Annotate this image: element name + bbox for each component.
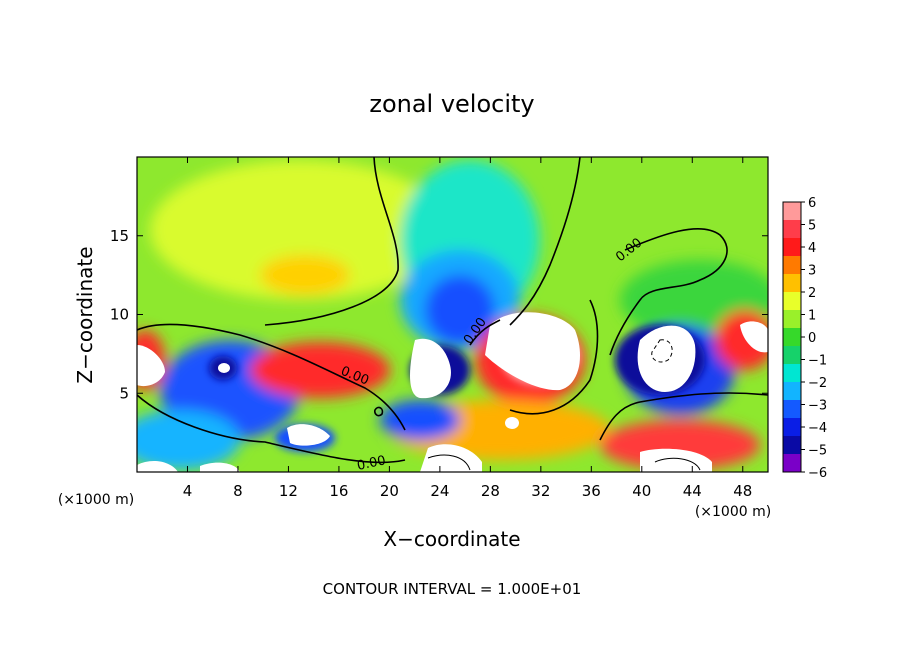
y-tick-label: 5 bbox=[119, 384, 129, 402]
colorbar-tick-label: −2 bbox=[808, 376, 827, 391]
x-tick-label: 28 bbox=[481, 482, 500, 500]
y-axis: 5 10 15 bbox=[110, 227, 768, 402]
colorbar-tick-label: 6 bbox=[808, 196, 816, 211]
colorbar-tick-label: 5 bbox=[808, 219, 816, 234]
x-tick-label: 12 bbox=[279, 482, 298, 500]
colorbar: 6 5 4 3 2 1 0 −1 −2 −3 −4 −5 −6 bbox=[782, 196, 827, 481]
zero-contours bbox=[137, 157, 768, 464]
colorbar-swatch bbox=[783, 256, 801, 275]
x-tick-label: 40 bbox=[632, 482, 651, 500]
inner-contours bbox=[427, 339, 701, 471]
contour-interval-note: CONTOUR INTERVAL = 1.000E+01 bbox=[323, 580, 582, 598]
colorbar-tick-label: −4 bbox=[808, 421, 827, 436]
x-unit-label-right: (×1000 m) bbox=[695, 504, 771, 520]
colorbar-swatch bbox=[783, 436, 801, 455]
colorbar-tick-label: −5 bbox=[808, 444, 827, 459]
colorbar-tick-label: 4 bbox=[808, 241, 816, 256]
x-tick-label: 32 bbox=[531, 482, 550, 500]
colorbar-tick-label: −1 bbox=[808, 354, 827, 369]
contour-label-4: 0.00 bbox=[356, 453, 387, 474]
colorbar-swatch bbox=[783, 364, 801, 383]
colorbar-swatch bbox=[783, 238, 801, 257]
saturated-regions bbox=[137, 312, 768, 472]
y-axis-label: Z−coordinate bbox=[73, 246, 97, 383]
colorbar-swatch bbox=[783, 418, 801, 437]
x-tick-label: 20 bbox=[380, 482, 399, 500]
x-tick-label: 16 bbox=[329, 482, 348, 500]
colorbar-swatch bbox=[783, 346, 801, 365]
colorbar-tick-label: −3 bbox=[808, 399, 827, 414]
colorbar-tick-label: 3 bbox=[808, 264, 816, 279]
colorbar-swatch bbox=[783, 292, 801, 311]
x-tick-label: 8 bbox=[233, 482, 243, 500]
colorbar-swatch bbox=[783, 310, 801, 329]
x-tick-label: 24 bbox=[430, 482, 449, 500]
colorbar-tick-label: 0 bbox=[808, 331, 816, 346]
x-tick-label: 36 bbox=[582, 482, 601, 500]
chart-title: zonal velocity bbox=[369, 90, 534, 118]
x-axis: 4 8 12 16 20 24 28 32 36 40 44 48 bbox=[183, 157, 752, 500]
colorbar-swatch bbox=[783, 328, 801, 347]
colorbar-swatch bbox=[783, 400, 801, 419]
colorbar-tick-label: 2 bbox=[808, 286, 816, 301]
x-unit-label-left: (×1000 m) bbox=[58, 492, 134, 508]
colorbar-swatch bbox=[783, 454, 801, 473]
colorbar-swatch bbox=[783, 274, 801, 293]
colorbar-tick-label: 1 bbox=[808, 309, 816, 324]
x-tick-label: 4 bbox=[183, 482, 193, 500]
x-tick-label: 48 bbox=[733, 482, 752, 500]
color-field bbox=[137, 160, 768, 470]
colorbar-swatch bbox=[783, 220, 801, 239]
colorbar-swatch bbox=[783, 382, 801, 401]
x-axis-label: X−coordinate bbox=[383, 527, 520, 551]
colorbar-swatch bbox=[783, 202, 801, 221]
x-tick-label: 44 bbox=[683, 482, 702, 500]
y-tick-label: 15 bbox=[110, 227, 129, 245]
colorbar-tick-label: −6 bbox=[808, 466, 827, 481]
plot-area: 0.00 0.00 0.00 0.00 bbox=[137, 157, 768, 474]
y-tick-label: 10 bbox=[110, 306, 129, 324]
